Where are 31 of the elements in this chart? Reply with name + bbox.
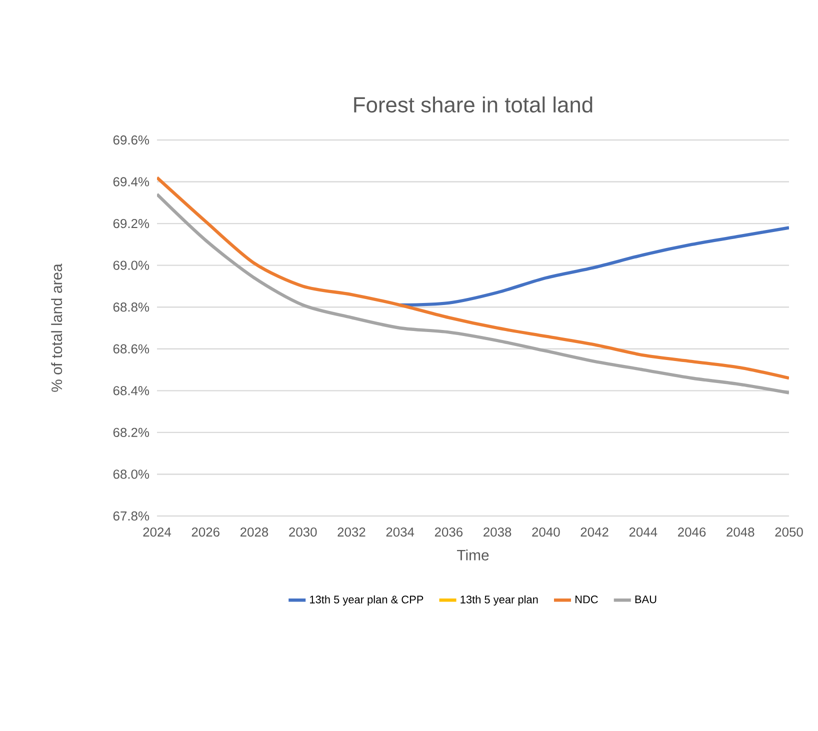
x-tick-label: 2050 — [775, 527, 803, 537]
y-tick-label: 69.0% — [113, 260, 150, 270]
x-tick-label: 2036 — [434, 527, 463, 537]
legend-label: BAU — [635, 596, 656, 604]
x-tick-label: 2026 — [192, 527, 220, 537]
x-tick-label: 2048 — [726, 527, 754, 537]
y-tick-label: 67.8% — [113, 511, 150, 521]
y-tick-label: 69.6% — [113, 135, 150, 145]
legend-label: 13th 5 year plan & CPP — [310, 595, 424, 606]
y-tick-label: 68.6% — [113, 344, 150, 354]
y-tick-label: 68.8% — [113, 302, 150, 312]
x-tick-label: 2032 — [338, 527, 366, 537]
y-tick-label: 68.4% — [113, 386, 150, 396]
x-tick-label: 2028 — [240, 527, 268, 537]
legend-label: NDC — [576, 596, 598, 604]
y-axis-title: % of total land area — [51, 264, 62, 392]
x-tick-label: 2046 — [678, 527, 706, 537]
x-tick-label: 2040 — [532, 527, 560, 537]
y-tick-label: 69.4% — [113, 177, 150, 186]
y-tick-label: 68.2% — [113, 428, 150, 438]
y-tick-label: 69.2% — [113, 218, 150, 228]
x-tick-label: 2042 — [580, 527, 608, 537]
x-tick-label: 2024 — [143, 527, 172, 537]
legend-label: 13th 5 year plan — [460, 595, 538, 606]
x-tick-label: 2038 — [484, 527, 512, 537]
x-tick-label: 2044 — [629, 527, 658, 537]
y-tick-label: 68.0% — [113, 470, 150, 479]
x-tick-label: 2034 — [386, 527, 414, 537]
chart-title: Forest share in total land — [354, 96, 592, 113]
x-tick-label: 2030 — [289, 527, 317, 537]
x-axis-title: Time — [457, 549, 489, 560]
